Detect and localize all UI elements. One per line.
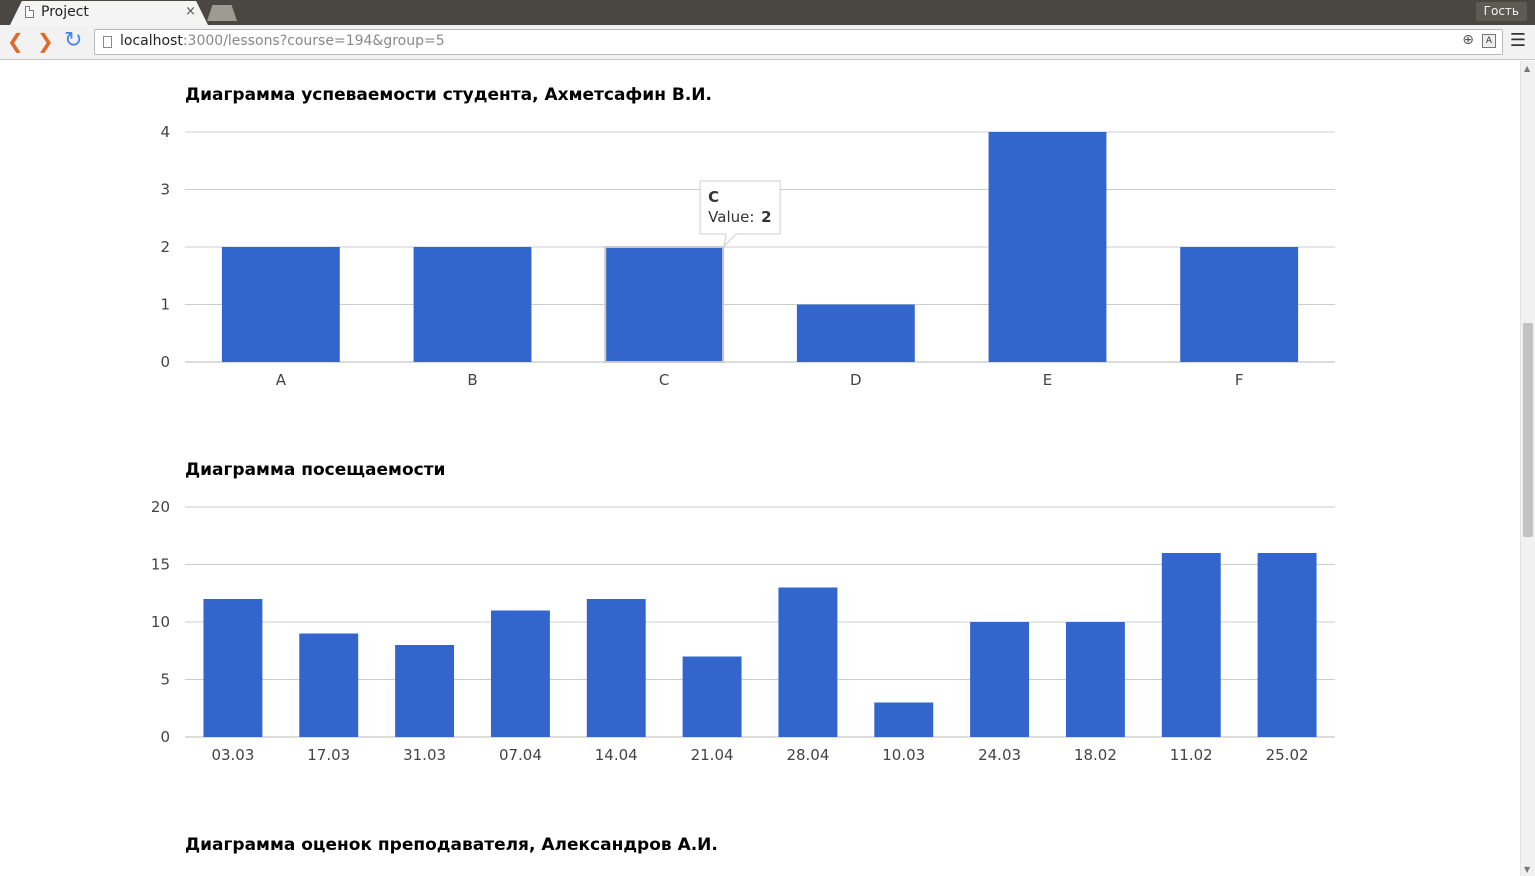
close-icon[interactable]: × xyxy=(185,4,196,19)
back-arrow-icon[interactable]: ❮ xyxy=(7,29,24,53)
url-host: localhost xyxy=(120,33,183,49)
bar xyxy=(874,702,934,737)
bar xyxy=(988,132,1107,362)
y-tick-label: 20 xyxy=(151,498,170,516)
bar xyxy=(970,622,1030,737)
tooltip-value: 2 xyxy=(761,208,771,226)
y-tick-label: 2 xyxy=(160,238,170,256)
attendance-chart: 0 5 10 15 20 03.03 17.03 31.03 07.04 14.04 21.04 28… xyxy=(151,498,1335,764)
hamburger-menu-icon[interactable]: ☰ xyxy=(1509,30,1526,51)
x-tick-label: D xyxy=(850,371,862,389)
y-tick-label: 4 xyxy=(160,123,170,141)
x-tick-label: E xyxy=(1043,371,1052,389)
forward-arrow-icon[interactable]: ❯ xyxy=(37,29,54,53)
url-text[interactable]: localhost:3000/lessons?course=194&group=… xyxy=(120,33,445,49)
y-tick-label: 1 xyxy=(160,296,170,314)
url-path: :3000/lessons?course=194&group=5 xyxy=(182,33,445,49)
scroll-down-icon[interactable]: ▼ xyxy=(1524,865,1531,874)
new-tab-button[interactable] xyxy=(207,5,237,21)
x-tick-label: 28.04 xyxy=(786,746,829,764)
x-tick-label: 11.02 xyxy=(1170,746,1213,764)
tooltip: C Value: 2 xyxy=(699,180,781,248)
x-tick-label: 14.04 xyxy=(595,746,638,764)
x-tick-label: 07.04 xyxy=(499,746,542,764)
bar xyxy=(586,599,646,737)
bar xyxy=(221,247,340,362)
bar xyxy=(1161,553,1221,737)
x-tick-label: 18.02 xyxy=(1074,746,1117,764)
tooltip-label: Value: xyxy=(708,208,754,226)
y-tick-label: 0 xyxy=(160,728,170,746)
reload-icon[interactable]: ↻ xyxy=(64,28,83,53)
attendance-chart-title: Диаграмма посещаемости xyxy=(185,460,446,480)
y-tick-label: 3 xyxy=(160,181,170,199)
bar xyxy=(395,645,455,737)
y-tick-label: 15 xyxy=(151,556,170,574)
page-icon xyxy=(25,6,34,18)
y-tick-label: 5 xyxy=(160,671,170,689)
bar xyxy=(413,247,532,362)
x-tick-label: B xyxy=(467,371,477,389)
tab-strip: Project × Гость xyxy=(0,0,1535,25)
x-tick-label: A xyxy=(276,371,287,389)
bar xyxy=(1257,553,1317,737)
guest-profile-button[interactable]: Гость xyxy=(1475,2,1527,21)
bar xyxy=(604,246,725,363)
y-tick-label: 10 xyxy=(151,613,170,631)
bar xyxy=(490,610,550,737)
scrollbar[interactable]: ▲ ▼ xyxy=(1520,61,1535,876)
address-bar[interactable]: localhost:3000/lessons?course=194&group=… xyxy=(94,29,1503,55)
x-tick-label: F xyxy=(1235,371,1244,389)
browser-toolbar: ❮ ❯ ↻ localhost:3000/lessons?course=194&… xyxy=(0,25,1535,60)
x-tick-label: 10.03 xyxy=(882,746,925,764)
bar xyxy=(203,599,263,737)
x-tick-label: 31.03 xyxy=(403,746,446,764)
page-content: Диаграмма успеваемости студента, Ахметса… xyxy=(0,61,1520,876)
x-tick-label: 21.04 xyxy=(691,746,734,764)
x-tick-label: 03.03 xyxy=(211,746,254,764)
tooltip-category: C xyxy=(708,188,719,206)
scroll-thumb[interactable] xyxy=(1523,323,1533,537)
bar xyxy=(778,587,838,737)
performance-chart-title: Диаграмма успеваемости студента, Ахметса… xyxy=(185,85,712,105)
y-tick-label: 0 xyxy=(160,353,170,371)
performance-chart: 0 1 2 3 4 A B C D E F C Value: 2 xyxy=(160,123,1335,389)
bar xyxy=(1180,247,1299,362)
browser-tab[interactable]: Project × xyxy=(10,1,208,25)
bar xyxy=(796,304,915,362)
x-tick-label: 17.03 xyxy=(307,746,350,764)
bar xyxy=(1065,622,1125,737)
tooltip-box xyxy=(699,180,781,248)
tab-title: Project xyxy=(41,4,89,20)
bar xyxy=(682,656,742,737)
x-tick-label: C xyxy=(659,371,669,389)
bar xyxy=(299,633,359,737)
page-icon xyxy=(103,36,112,48)
zoom-icon[interactable]: ⊕ xyxy=(1462,32,1474,48)
scroll-up-icon[interactable]: ▲ xyxy=(1524,64,1531,73)
x-tick-label: 24.03 xyxy=(978,746,1021,764)
teacher-chart-title: Диаграмма оценок преподавателя, Александ… xyxy=(185,835,718,855)
translate-icon[interactable]: A xyxy=(1482,34,1496,48)
x-tick-label: 25.02 xyxy=(1266,746,1309,764)
